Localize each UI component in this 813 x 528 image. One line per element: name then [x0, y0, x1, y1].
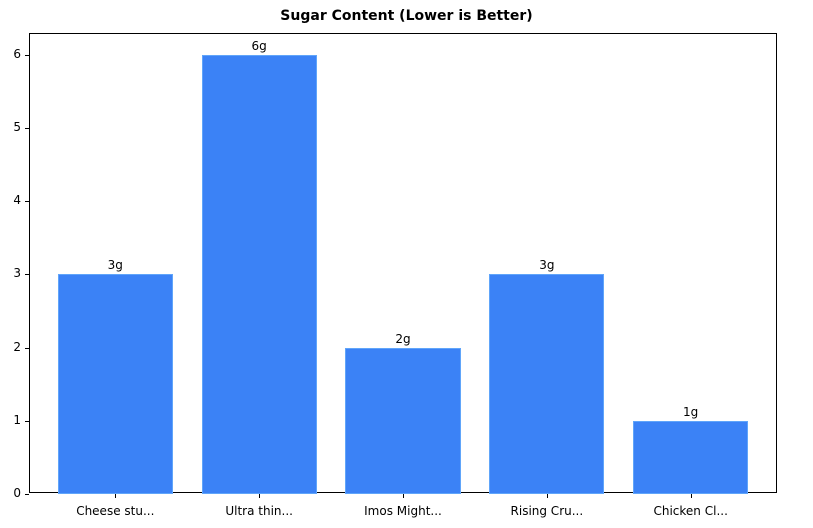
y-tick-mark: [25, 421, 29, 422]
bar-value-label: 3g: [107, 258, 123, 273]
bar: [489, 274, 605, 494]
bar-value-label: 2g: [395, 331, 411, 346]
x-tick-label: Cheese stu...: [76, 504, 155, 518]
bar: [57, 274, 173, 494]
y-tick-label: 3: [13, 266, 21, 280]
y-tick-label: 4: [13, 193, 21, 207]
y-tick-label: 5: [13, 120, 21, 134]
y-tick-label: 2: [13, 340, 21, 354]
y-tick-mark: [25, 201, 29, 202]
bar-value-label: 1g: [683, 404, 699, 419]
x-tick-label: Chicken Cl...: [653, 504, 728, 518]
y-tick-label: 1: [13, 413, 21, 427]
y-tick-mark: [25, 274, 29, 275]
bar: [345, 347, 461, 494]
x-tick-label: Rising Cru...: [510, 504, 584, 518]
bar-value-label: 3g: [539, 258, 555, 273]
chart-title: Sugar Content (Lower is Better): [280, 8, 533, 24]
y-tick-label: 6: [13, 47, 21, 61]
y-tick-mark: [25, 128, 29, 129]
bar-value-label: 6g: [251, 38, 267, 53]
x-tick-label: Ultra thin...: [225, 504, 293, 518]
bar: [201, 54, 317, 494]
y-tick-mark: [25, 55, 29, 56]
y-tick-label: 0: [13, 486, 21, 500]
y-tick-mark: [25, 494, 29, 495]
x-tick-mark: [691, 494, 692, 498]
bar: [633, 420, 749, 494]
x-tick-mark: [403, 494, 404, 498]
x-tick-mark: [115, 494, 116, 498]
x-tick-label: Imos Might...: [364, 504, 442, 518]
y-tick-mark: [25, 348, 29, 349]
x-tick-mark: [259, 494, 260, 498]
x-tick-mark: [547, 494, 548, 498]
